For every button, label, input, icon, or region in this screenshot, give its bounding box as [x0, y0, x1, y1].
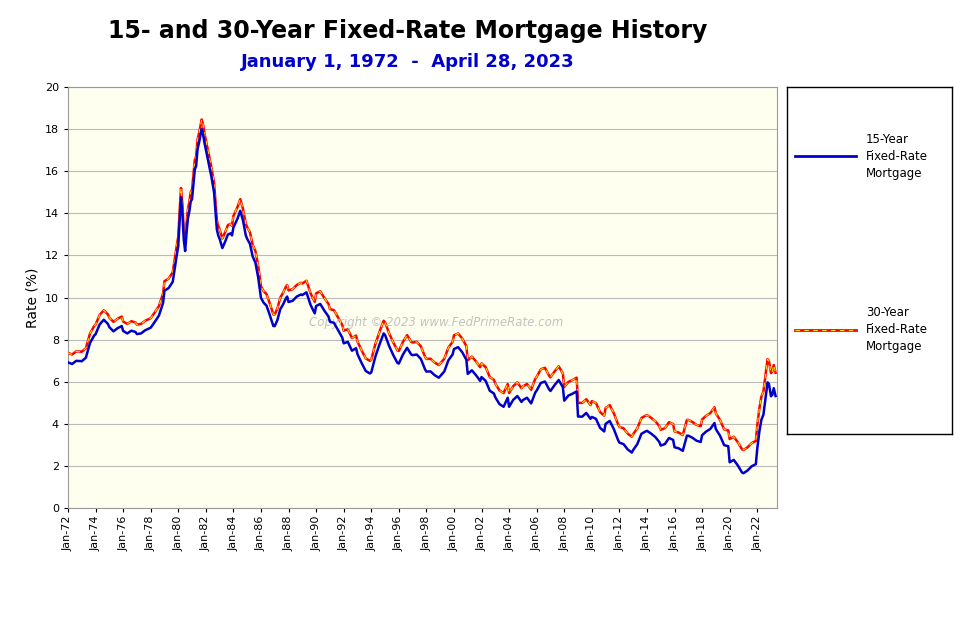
Text: 30-Year
Fixed-Rate
Mortgage: 30-Year Fixed-Rate Mortgage [866, 306, 927, 353]
Text: Copyright © 2023 www.FedPrimeRate.com: Copyright © 2023 www.FedPrimeRate.com [310, 316, 564, 329]
Text: 15-Year
Fixed-Rate
Mortgage: 15-Year Fixed-Rate Mortgage [866, 133, 927, 180]
Text: 15- and 30-Year Fixed-Rate Mortgage History: 15- and 30-Year Fixed-Rate Mortgage Hist… [108, 19, 708, 43]
Text: January 1, 1972  -  April 28, 2023: January 1, 1972 - April 28, 2023 [241, 53, 575, 71]
Y-axis label: Rate (%): Rate (%) [25, 267, 39, 328]
